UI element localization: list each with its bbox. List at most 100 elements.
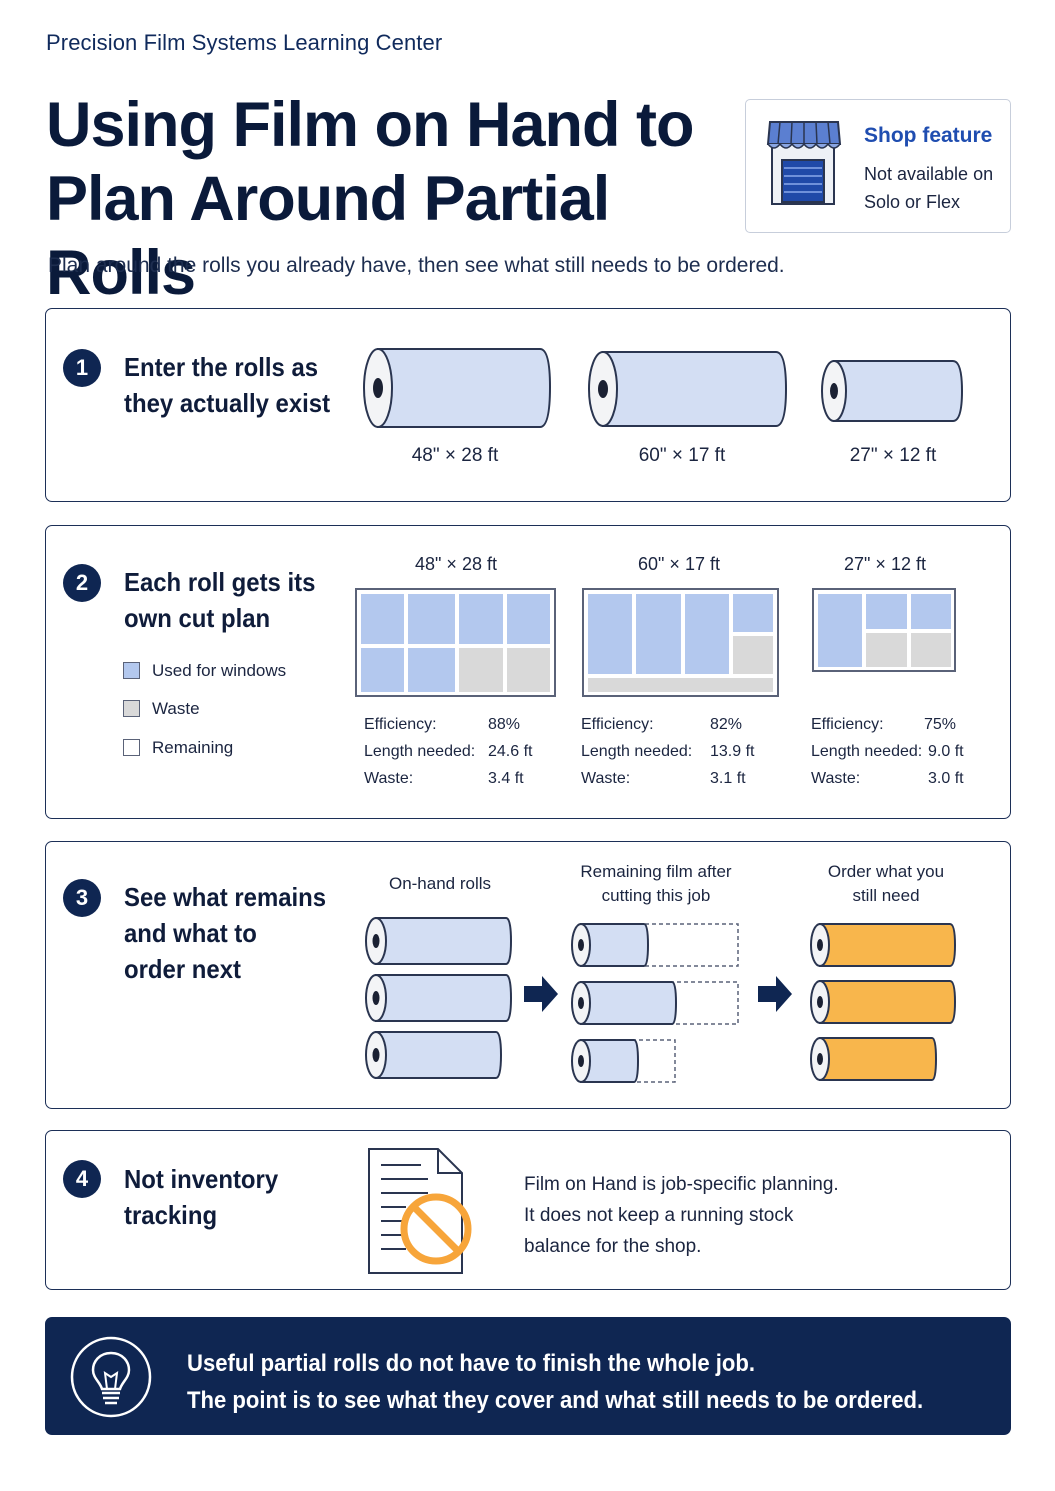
step4-description: Film on Hand is job-specific planning. I… [524, 1169, 944, 1262]
onhand-roll [365, 1031, 503, 1079]
remaining-column-title: Remaining film after cutting this job [566, 860, 746, 908]
step4-text-line1: Film on Hand is job-specific planning. [524, 1174, 839, 1195]
banner-line1: Useful partial rolls do not have to fini… [187, 1350, 755, 1377]
step3-heading-line2: and what to [124, 918, 257, 948]
roll-27x12 [821, 360, 964, 422]
plan2-length-label: Length needed: [581, 743, 693, 760]
step2-panel: 2 Each roll gets its own cut plan Used f… [45, 525, 1011, 819]
step4-heading: Not inventory tracking [124, 1161, 278, 1233]
order-title-line2: still need [852, 886, 920, 905]
order-roll [810, 980, 957, 1024]
order-title-line1: Order what you [827, 862, 945, 881]
step3-panel: 3 See what remains and what to order nex… [45, 841, 1011, 1109]
step4-number: 4 [63, 1160, 101, 1198]
remaining-title-line2: cutting this job [601, 886, 711, 905]
plan2-efficiency: 82% [710, 716, 743, 733]
step2-heading-line1: Each roll gets its [124, 567, 316, 597]
banner-line2: The point is to see what they cover and … [187, 1387, 924, 1414]
remaining-roll [571, 981, 739, 1025]
onhand-roll [365, 974, 513, 1022]
shop-feature-title: Shop feature [864, 124, 993, 147]
plan1-length: 24.6 ft [488, 743, 533, 760]
cut-plan-27x12 [812, 588, 956, 672]
legend-waste: Waste [123, 699, 200, 719]
legend-label: Remaining [152, 738, 234, 757]
remaining-roll [571, 923, 739, 967]
legend-swatch-remaining [123, 739, 140, 756]
plan2-efficiency-label: Efficiency: [581, 716, 654, 733]
plan3-waste: 3.0 ft [928, 770, 964, 787]
banner-message: Useful partial rolls do not have to fini… [187, 1345, 923, 1419]
step2-number: 2 [63, 564, 101, 602]
storefront-icon [766, 121, 842, 205]
order-roll [810, 923, 957, 967]
remaining-roll [571, 1039, 676, 1083]
plan3-length: 9.0 ft [928, 743, 964, 760]
shop-feature-card: Shop feature Not available on Solo or Fl… [745, 99, 1011, 233]
step1-panel: 1 Enter the rolls as they actually exist… [45, 308, 1011, 502]
legend-label: Used for windows [152, 661, 287, 680]
plan1-efficiency: 88% [488, 716, 521, 733]
plan3-title: 27" × 12 ft [844, 554, 926, 574]
onhand-column-title: On-hand rolls [388, 874, 492, 893]
shop-feature-note: Not available on Solo or Flex [864, 160, 1004, 216]
page-subtitle: Plan around the rolls you already have, … [48, 254, 785, 277]
plan2-waste-label: Waste: [581, 770, 631, 787]
legend-swatch-used [123, 662, 140, 679]
cut-plan-diagrams [355, 588, 956, 697]
page-title-line2: Plan Around Partial Rolls [46, 164, 610, 308]
remaining-title-line1: Remaining film after [580, 862, 732, 881]
roll-60x17 [588, 351, 788, 427]
step4-text-line3: balance for the shop. [524, 1236, 702, 1257]
step3-heading-line3: order next [124, 954, 241, 984]
legend-swatch-waste [123, 700, 140, 717]
step3-number: 3 [63, 879, 101, 917]
plan1-efficiency-label: Efficiency: [364, 716, 437, 733]
step3-heading: See what remains and what to order next [124, 879, 326, 987]
step4-text-line2: It does not keep a running stock [524, 1205, 794, 1226]
legend-used: Used for windows [123, 661, 286, 681]
plan3-efficiency-label: Efficiency: [811, 716, 884, 733]
step4-heading-line1: Not inventory [124, 1164, 279, 1194]
cut-plan-60x17 [582, 588, 779, 697]
step4-heading-line2: tracking [124, 1200, 218, 1230]
step1-heading: Enter the rolls as they actually exist [124, 349, 330, 421]
order-column-title: Order what you still need [801, 860, 971, 908]
plan3-length-label: Length needed: [811, 743, 923, 760]
cut-plan-48x28 [355, 588, 556, 697]
kicker-text: Precision Film Systems Learning Center [46, 30, 443, 55]
step2-heading: Each roll gets its own cut plan [124, 564, 315, 636]
shop-note-line2: Solo or Flex [864, 192, 961, 212]
plan2-title: 60" × 17 ft [638, 554, 720, 574]
plan1-waste-label: Waste: [364, 770, 414, 787]
lightbulb-icon [70, 1336, 152, 1418]
plan3-efficiency: 75% [924, 716, 957, 733]
step1-number: 1 [63, 349, 101, 387]
legend-label: Waste [152, 699, 200, 718]
plan3-waste-label: Waste: [811, 770, 861, 787]
onhand-roll [365, 917, 513, 965]
step4-panel: 4 Not inventory tracking Film on Hand is… [45, 1130, 1011, 1290]
shop-note-line1: Not available on [864, 164, 994, 184]
legend-remaining: Remaining [123, 738, 233, 758]
arrow-right-icon [524, 976, 558, 1012]
order-roll [810, 1037, 938, 1081]
roll-48x28 [363, 348, 552, 428]
tip-banner: Useful partial rolls do not have to fini… [45, 1317, 1011, 1435]
step1-heading-line1: Enter the rolls as [124, 352, 319, 382]
page-title-line1: Using Film on Hand to [46, 90, 694, 160]
step1-heading-line2: they actually exist [124, 388, 331, 418]
document-prohibited-icon [368, 1148, 472, 1274]
step2-heading-line2: own cut plan [124, 603, 271, 633]
remaining-flow-illustration [365, 917, 957, 1083]
plan1-length-label: Length needed: [364, 743, 476, 760]
step1-roll-label: 60" × 17 ft [638, 445, 726, 466]
page-title: Using Film on Hand to Plan Around Partia… [46, 88, 736, 310]
step1-rolls-illustration [363, 348, 964, 428]
step3-heading-line1: See what remains [124, 882, 327, 912]
arrow-right-icon [758, 976, 792, 1012]
plan1-waste: 3.4 ft [488, 770, 524, 787]
plan1-title: 48" × 28 ft [415, 554, 497, 574]
plan2-length: 13.9 ft [710, 743, 755, 760]
step1-roll-label: 48" × 28 ft [411, 445, 499, 466]
